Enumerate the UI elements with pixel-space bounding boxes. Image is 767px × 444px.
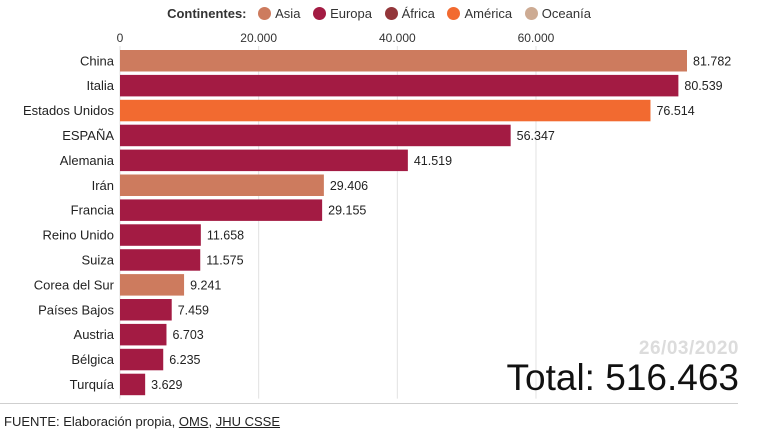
legend-item-asia[interactable]: Asia (258, 6, 300, 21)
legend-item-africa[interactable]: África (384, 6, 435, 21)
bar (120, 274, 185, 296)
category-label: Reino Unido (42, 228, 114, 243)
legend-item-america[interactable]: América (447, 6, 512, 21)
date-label: 26/03/2020 (638, 338, 739, 359)
bar (120, 174, 324, 196)
legend-label-africa: África (401, 6, 435, 21)
value-label: 80.539 (684, 79, 722, 93)
category-label: Bélgica (71, 352, 114, 367)
value-label: 41.519 (414, 154, 452, 168)
category-label: Austria (74, 327, 115, 342)
x-tick-label: 20.000 (240, 31, 277, 45)
x-tick-label: 40.000 (379, 31, 416, 45)
bar (120, 124, 511, 147)
legend-swatch-europa (313, 7, 327, 20)
value-label: 29.406 (330, 179, 368, 193)
footer-divider (0, 403, 738, 404)
bar (120, 249, 201, 271)
category-label: Estados Unidos (23, 103, 115, 118)
value-label: 56.347 (517, 129, 555, 143)
bar (120, 323, 167, 346)
category-label: Alemania (60, 153, 115, 168)
value-label: 11.575 (206, 253, 243, 267)
source-link-jhu-csse[interactable]: JHU CSSE (215, 414, 281, 429)
x-tick-label: 0 (117, 31, 124, 45)
bar (120, 299, 172, 321)
legend-swatch-africa (384, 7, 398, 20)
value-label: 76.514 (656, 104, 694, 118)
category-label: China (80, 53, 115, 68)
value-label: 29.155 (328, 204, 366, 218)
value-label: 9.241 (190, 278, 221, 292)
legend-item-europa[interactable]: Europa (313, 6, 372, 21)
category-label: Turquía (70, 377, 115, 392)
category-label: Irán (92, 178, 114, 193)
legend-title: Continentes: (167, 6, 247, 21)
legend-label-europa: Europa (330, 6, 372, 21)
total-label: Total: 516.463 (506, 357, 739, 398)
category-label: ESPAÑA (62, 128, 114, 143)
source-prefix: FUENTE: Elaboración propia, (4, 414, 179, 429)
value-label: 7.459 (178, 303, 209, 317)
value-label: 6.703 (172, 328, 203, 342)
category-label: Suiza (81, 252, 114, 267)
legend-label-america: América (464, 6, 513, 21)
bar (120, 149, 408, 172)
source-separator: , (208, 414, 216, 429)
category-label: Corea del Sur (34, 277, 115, 292)
category-label: Países Bajos (38, 302, 114, 317)
source-footer: FUENTE: Elaboración propia, OMS, JHU CSS… (4, 414, 280, 429)
category-label: Francia (71, 203, 115, 218)
value-label: 3.629 (151, 378, 182, 392)
legend-swatch-america (447, 7, 461, 20)
bar (120, 50, 687, 72)
value-label: 81.782 (693, 54, 731, 68)
legend: Continentes: Asia Europa África América … (0, 6, 767, 21)
source-link-oms[interactable]: OMS (178, 414, 209, 429)
category-label: Italia (87, 78, 115, 93)
x-tick-label: 60.000 (518, 31, 555, 45)
value-label: 11.658 (207, 229, 244, 243)
legend-label-oceania: Oceanía (541, 6, 591, 21)
bar (120, 74, 679, 97)
legend-swatch-asia (258, 7, 272, 20)
bar (120, 224, 201, 246)
bar (120, 348, 164, 371)
bar (120, 373, 146, 396)
legend-item-oceania[interactable]: Oceanía (524, 6, 591, 21)
legend-swatch-oceania (524, 7, 538, 20)
legend-label-asia: Asia (275, 6, 301, 21)
value-label: 6.235 (169, 353, 200, 367)
bar (120, 99, 651, 122)
bar (120, 199, 323, 221)
